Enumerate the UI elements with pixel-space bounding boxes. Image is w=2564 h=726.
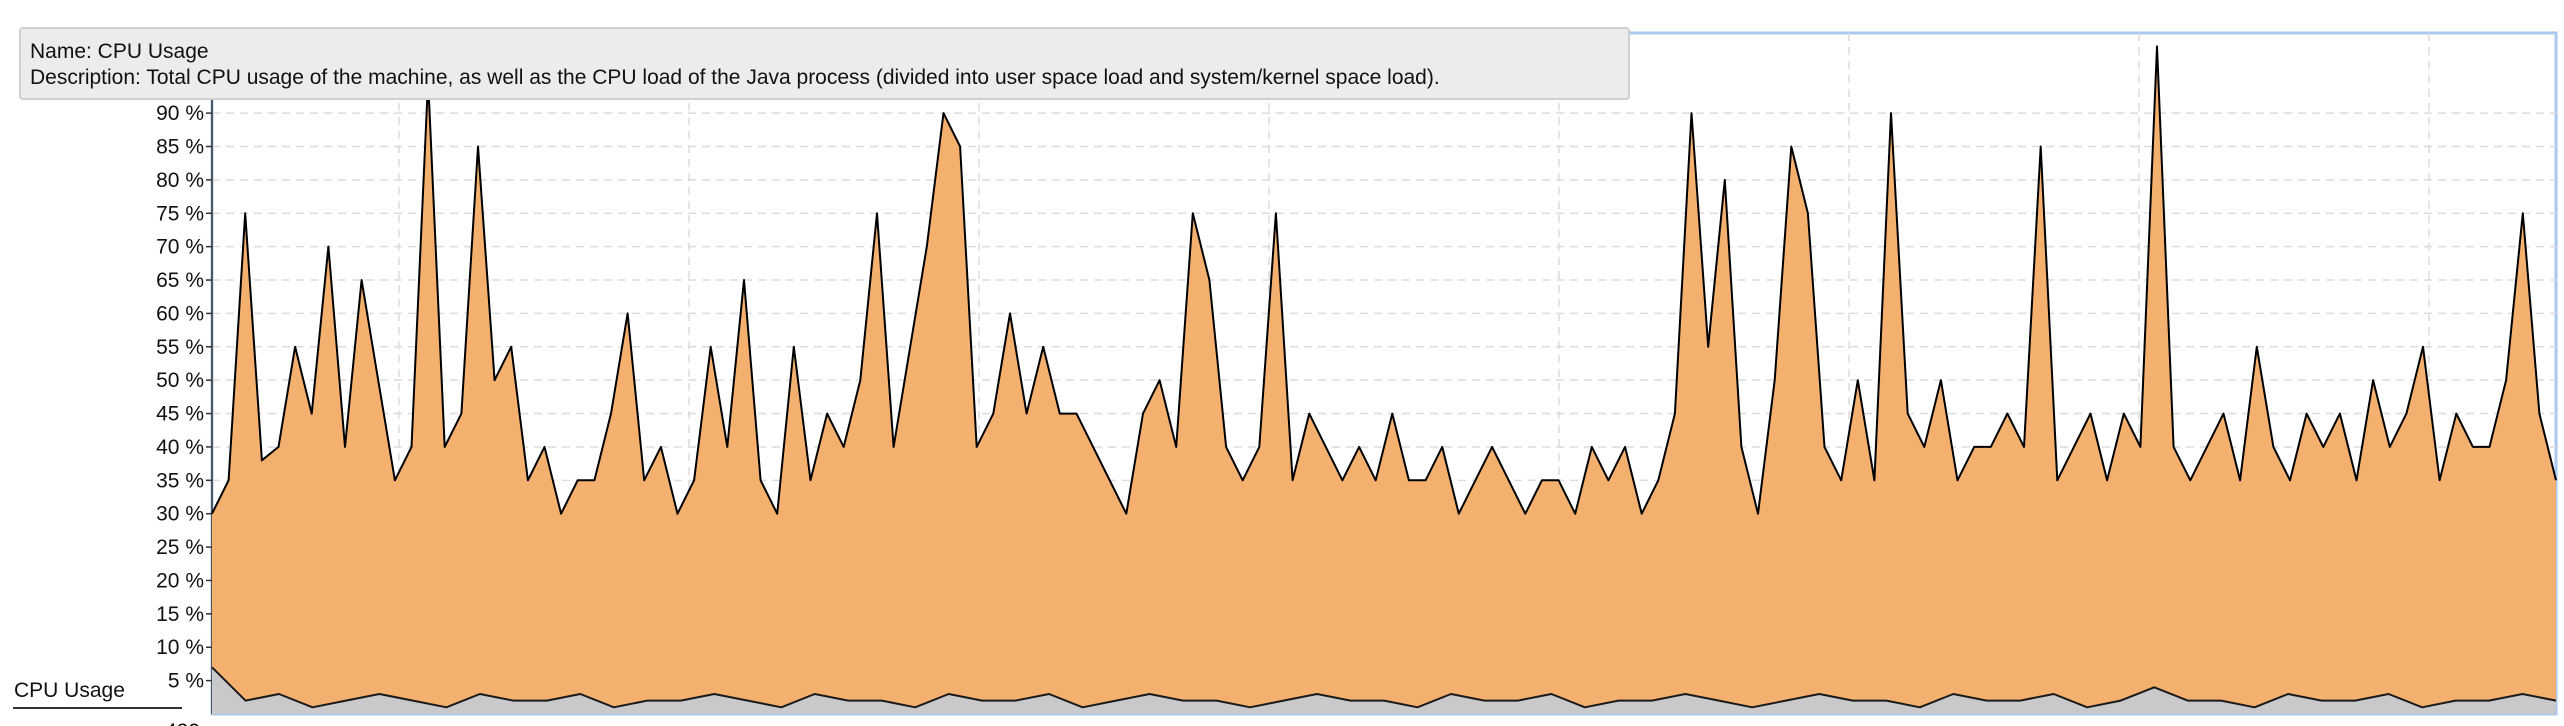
tooltip: Name: CPU Usage Description: Total CPU u… (19, 27, 1630, 100)
y-tick-label: 75 % (156, 202, 204, 225)
y-tick-label: 35 % (156, 469, 204, 492)
y-tick-label: 30 % (156, 503, 204, 526)
y-tick-label: 20 % (156, 569, 204, 592)
y-tick-label: 40 % (156, 436, 204, 459)
y-tick-label: 5 % (168, 670, 204, 693)
y-tick-label: 90 % (156, 102, 204, 125)
y-tick-label: 25 % (156, 536, 204, 559)
tooltip-description: Description: Total CPU usage of the mach… (30, 66, 1440, 89)
y-tick-label: 70 % (156, 236, 204, 259)
y-tick-label: 60 % (156, 302, 204, 325)
y-tick-label: 80 % (156, 169, 204, 192)
y-tick-label: 15 % (156, 603, 204, 626)
tooltip-name: Name: CPU Usage (30, 40, 209, 63)
area (212, 667, 2556, 714)
y-tick-label: 85 % (156, 136, 204, 159)
tooltip-box (19, 27, 1630, 100)
line (211, 666, 2557, 709)
line (211, 45, 2557, 515)
y-tick-label: 65 % (156, 269, 204, 292)
y-tick-label: 10 % (156, 636, 204, 659)
y-tick-label: 50 % (156, 369, 204, 392)
y-tick-label: 55 % (156, 336, 204, 359)
next-row-tick: 420 (165, 720, 200, 726)
area (212, 46, 2556, 714)
row-label: CPU Usage (14, 679, 125, 702)
y-tick-label: 45 % (156, 403, 204, 426)
